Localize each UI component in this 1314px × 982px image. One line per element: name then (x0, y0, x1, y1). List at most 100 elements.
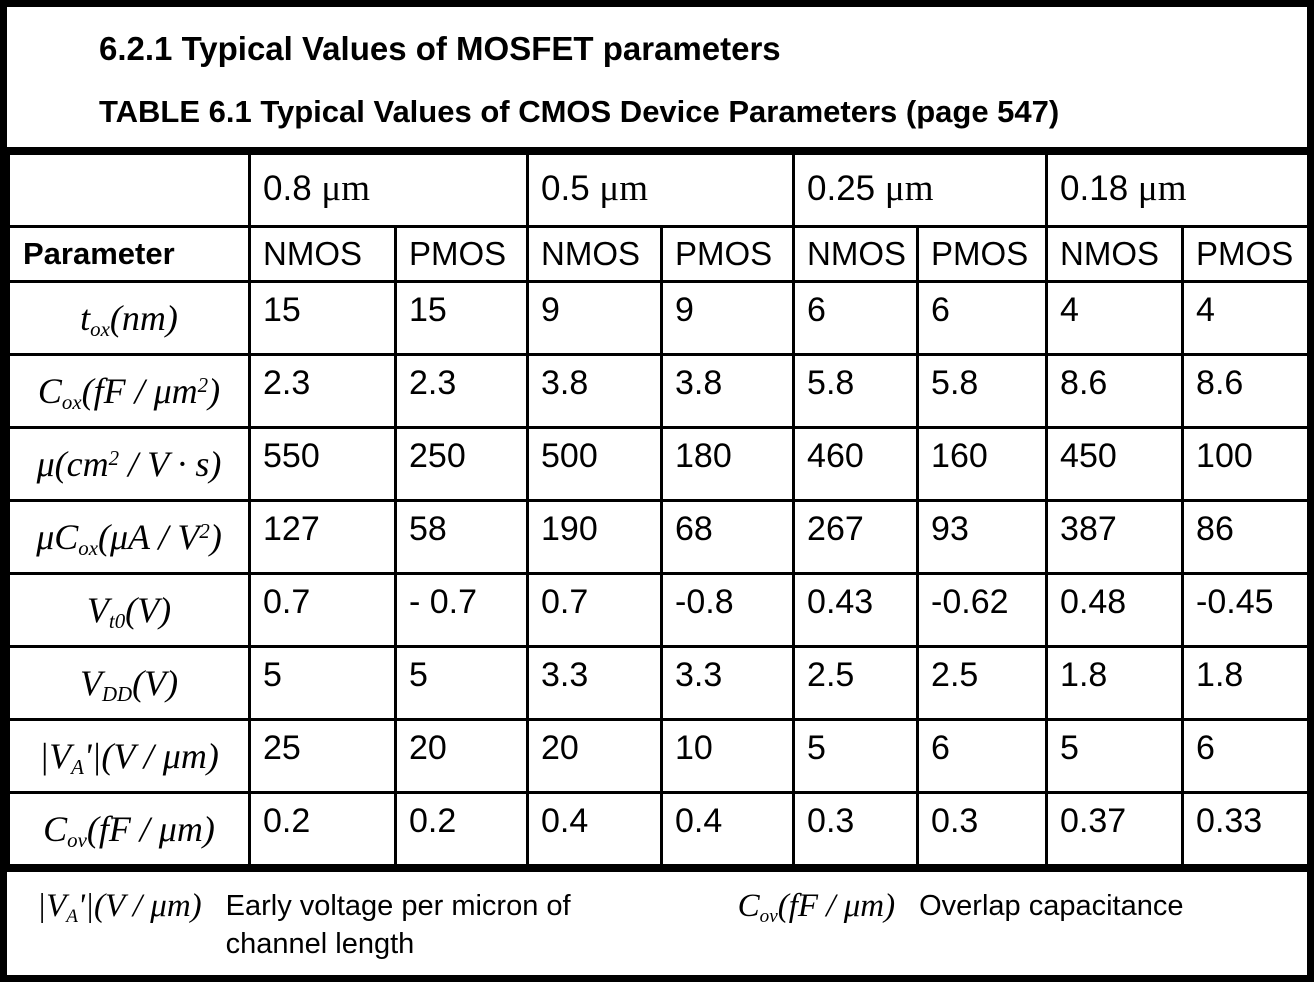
footnote-symbol: |VA'|(V / μm) (37, 888, 202, 927)
parameter-value: 68 (660, 499, 796, 575)
parameter-label: VDD(V) (7, 645, 251, 721)
parameter-value: 0.7 (526, 572, 664, 648)
parameter-label: |VA'|(V / μm) (7, 718, 251, 794)
table-row: μCox(μA / V2) 127 58 190 68 267 93 387 86 (7, 499, 1307, 575)
parameter-value: 250 (393, 426, 530, 502)
parameter-value: -0.62 (916, 572, 1049, 648)
parameter-value: 20 (526, 718, 664, 794)
device-type-header: PMOS (393, 225, 530, 283)
parameter-value: 0.3 (916, 791, 1049, 867)
parameter-value: 6 (916, 718, 1049, 794)
table-caption: TABLE 6.1 Typical Values of CMOS Device … (99, 94, 1060, 130)
parameter-value: 0.37 (1045, 791, 1185, 867)
parameter-value: 5 (248, 645, 397, 721)
parameter-value: 5 (1045, 718, 1185, 794)
device-type-header: PMOS (660, 225, 796, 283)
parameter-value: 0.2 (393, 791, 530, 867)
parameter-value: 86 (1181, 499, 1307, 575)
device-type-header: NMOS (526, 225, 664, 283)
table-body: tox(nm) 15 15 9 9 6 6 4 4 Cox(fF / μm2) 2.3 2.3 3… (7, 280, 1307, 867)
table-row: VDD(V) 5 5 3.3 3.3 2.5 2.5 1.8 1.8 (7, 645, 1307, 721)
parameter-value: 127 (248, 499, 397, 575)
footnote-description: Early voltage per micron of channel leng… (225, 890, 571, 960)
table-row: μ(cm2 / V · s) 550 250 500 180 460 160 450 100 (7, 426, 1307, 502)
parameter-label: μCox(μA / V2) (7, 499, 251, 575)
table-row: Cox(fF / μm2) 2.3 2.3 3.8 3.8 5.8 5.8 8.6 8.6 (7, 353, 1307, 429)
parameter-value: 3.3 (526, 645, 664, 721)
parameter-value: 6 (916, 280, 1049, 356)
parameter-value: 100 (1181, 426, 1307, 502)
parameter-value: -0.45 (1181, 572, 1307, 648)
table-row: Vt0(V) 0.7- 0.7 0.7 -0.8 0.43 -0.62 0.48 -0.45 (7, 572, 1307, 648)
parameter-value: -0.8 (660, 572, 796, 648)
parameter-value: 4 (1181, 280, 1307, 356)
process-node-header: 0.8 μm (247, 152, 530, 228)
parameter-label: μ(cm2 / V · s) (7, 426, 251, 502)
device-type-header: NMOS (1045, 225, 1185, 283)
parameter-value: 267 (792, 499, 920, 575)
process-node-header: 0.18 μm (1045, 152, 1307, 228)
device-type-header: PMOS (1181, 225, 1307, 283)
parameter-value: 0.33 (1181, 791, 1307, 867)
parameter-value: - 0.7 (393, 572, 530, 648)
parameter-value: 20 (393, 718, 530, 794)
corner-cell (7, 152, 251, 228)
parameter-value: 460 (792, 426, 920, 502)
parameter-value: 0.48 (1045, 572, 1185, 648)
parameter-value: 550 (248, 426, 397, 502)
parameter-value: 93 (916, 499, 1049, 575)
parameters-table: 0.8 μm 0.5 μm 0.25 μm 0.18 μm Parameter NMO… (7, 152, 1307, 867)
parameter-value: 15 (393, 280, 530, 356)
device-type-header: NMOS (248, 225, 397, 283)
parameter-value: 15 (248, 280, 397, 356)
parameter-value: 4 (1045, 280, 1185, 356)
footnotes: |VA'|(V / μm) Early voltage per micron o… (7, 867, 1307, 975)
parameter-value: 58 (393, 499, 530, 575)
parameter-label: Cox(fF / μm2) (7, 353, 251, 429)
parameter-value: 25 (248, 718, 397, 794)
table-row: Cov(fF / μm) 0.2 0.2 0.4 0.4 0.3 0.3 0.37 0.33 (7, 791, 1307, 867)
device-type-header: NMOS (792, 225, 920, 283)
table-row: tox(nm) 15 15 9 9 6 6 4 4 (7, 280, 1307, 356)
footnote-item: |VA'|(V / μm) Early voltage per micron o… (37, 888, 598, 963)
parameter-value: 180 (660, 426, 796, 502)
table-row: |VA'|(V / μm) 25 20 20 10 5 6 5 6 (7, 718, 1307, 794)
parameter-value: 5 (792, 718, 920, 794)
parameter-value: 5 (393, 645, 530, 721)
process-node-header: 0.25 μm (792, 152, 1049, 228)
parameter-value: 1.8 (1045, 645, 1185, 721)
process-node-header: 0.5 μm (526, 152, 796, 228)
parameter-value: 2.5 (792, 645, 920, 721)
table-head: 0.8 μm 0.5 μm 0.25 μm 0.18 μm Parameter NMO… (7, 152, 1307, 283)
parameter-value: 6 (792, 280, 920, 356)
footnote-symbol: Cov(fF / μm) (737, 888, 896, 927)
parameter-value: 2.5 (916, 645, 1049, 721)
parameter-value: 160 (916, 426, 1049, 502)
parameter-value: 9 (526, 280, 664, 356)
parameter-value: 9 (660, 280, 796, 356)
parameter-value: 2.3 (393, 353, 530, 429)
parameter-value: 3.8 (660, 353, 796, 429)
parameter-value: 0.43 (792, 572, 920, 648)
parameter-value: 1.8 (1181, 645, 1307, 721)
parameter-value: 387 (1045, 499, 1185, 575)
parameter-value: 0.2 (248, 791, 397, 867)
parameter-value: 3.8 (526, 353, 664, 429)
parameter-value: 190 (526, 499, 664, 575)
parameter-value: 10 (660, 718, 796, 794)
parameter-value: 8.6 (1181, 353, 1307, 429)
title-block: 6.2.1 Typical Values of MOSFET parameter… (7, 7, 1307, 152)
parameter-value: 0.3 (792, 791, 920, 867)
parameter-label: Cov(fF / μm) (7, 791, 251, 867)
parameter-label: Vt0(V) (7, 572, 251, 648)
parameter-value: 5.8 (916, 353, 1049, 429)
parameter-value: 6 (1181, 718, 1307, 794)
parameter-value: 0.4 (526, 791, 664, 867)
parameter-value: 0.7 (248, 572, 397, 648)
parameter-column-header: Parameter (7, 225, 251, 283)
parameter-label: tox(nm) (7, 280, 251, 356)
parameter-value: 8.6 (1045, 353, 1185, 429)
device-type-row: Parameter NMOS PMOS NMOS PMOS NMOS PMOS NMOS PM… (7, 225, 1307, 283)
device-type-header: PMOS (916, 225, 1049, 283)
